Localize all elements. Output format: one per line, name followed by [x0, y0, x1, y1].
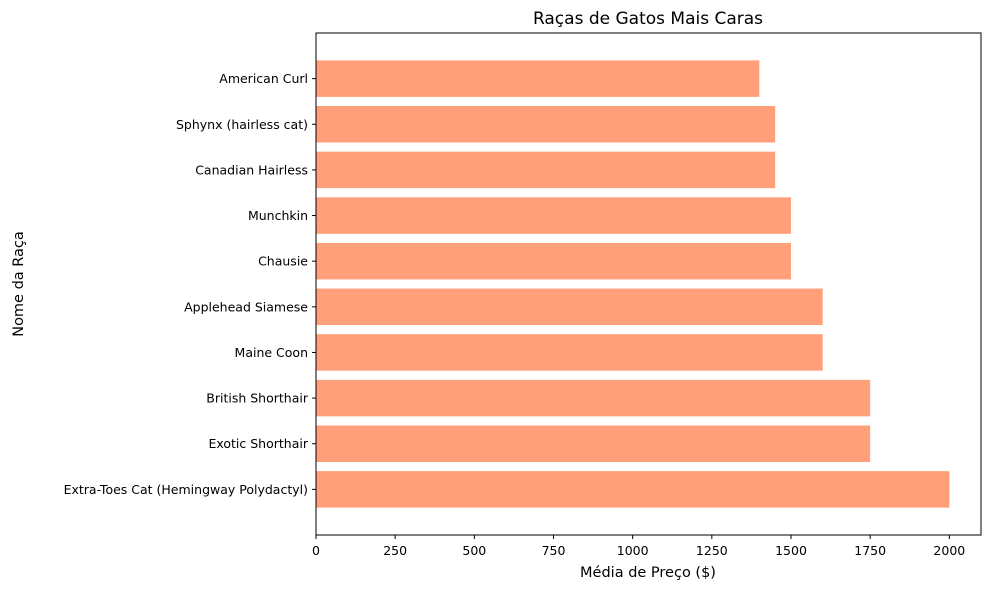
plot-frame	[315, 32, 982, 536]
bar	[316, 379, 871, 417]
y-axis-label: Nome da Raça	[11, 231, 27, 337]
x-tick-label: 750	[542, 543, 566, 558]
bar	[316, 197, 791, 234]
x-ticks-group: 0 250 500 750 1000 1250 1500 1750 2000	[312, 535, 965, 558]
bar	[316, 242, 791, 280]
x-tick-label: 0	[312, 543, 320, 558]
y-tick-label: Munchkin	[248, 208, 308, 223]
y-tick-label: British Shorthair	[206, 391, 309, 406]
bar	[316, 334, 823, 371]
bar	[316, 151, 776, 189]
bar	[316, 60, 760, 97]
chart-title: Raças de Gatos Mais Caras	[533, 9, 763, 29]
y-tick-label: Chausie	[258, 254, 308, 269]
bar	[316, 106, 776, 143]
bars-group	[316, 60, 950, 508]
bar	[316, 471, 950, 508]
y-tick-label: Maine Coon	[235, 345, 308, 360]
y-tick-label: American Curl	[219, 71, 308, 86]
x-tick-label: 1750	[854, 543, 886, 558]
x-tick-label: 500	[462, 543, 486, 558]
y-tick-label: Sphynx (hairless cat)	[176, 117, 308, 132]
y-tick-label: Canadian Hairless	[195, 162, 308, 177]
x-tick-label: 1500	[775, 543, 807, 558]
y-tick-label: Exotic Shorthair	[208, 436, 308, 451]
x-tick-label: 2000	[933, 543, 965, 558]
x-tick-label: 1250	[696, 543, 728, 558]
x-axis-label: Média de Preço ($)	[580, 565, 716, 581]
y-tick-label: Extra-Toes Cat (Hemingway Polydactyl)	[64, 482, 308, 497]
x-tick-label: 1000	[617, 543, 649, 558]
bar	[316, 425, 871, 462]
x-tick-label: 250	[383, 543, 407, 558]
y-ticks-group: Extra-Toes Cat (Hemingway Polydactyl) Exo…	[64, 71, 316, 497]
bar	[316, 288, 823, 326]
y-tick-label: Applehead Siamese	[184, 299, 308, 314]
